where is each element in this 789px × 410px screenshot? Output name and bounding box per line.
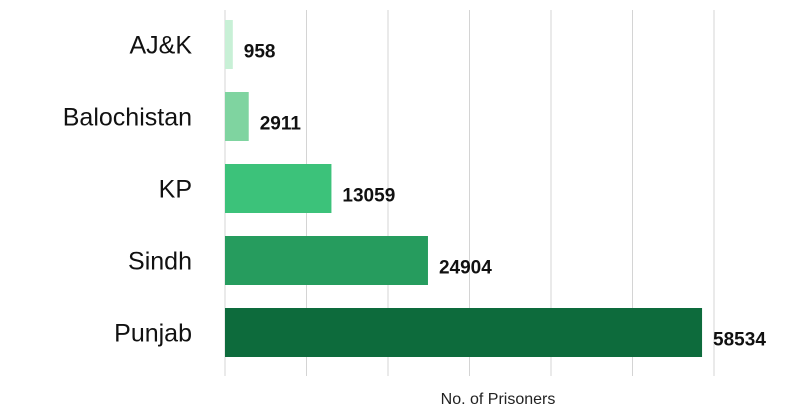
value-label: 24904 bbox=[439, 258, 492, 279]
category-label: AJ&K bbox=[129, 32, 192, 60]
value-label: 13059 bbox=[342, 186, 395, 207]
x-axis-title: No. of Prisoners bbox=[441, 391, 556, 408]
gridlines bbox=[224, 10, 715, 376]
value-label: 2911 bbox=[260, 114, 302, 135]
bar-kp bbox=[225, 164, 332, 213]
value-labels: 958 2911 13059 24904 58534 bbox=[244, 42, 767, 351]
value-label: 958 bbox=[244, 42, 276, 63]
category-labels: AJ&K Balochistan KP Sindh Punjab bbox=[63, 32, 193, 348]
bar-punjab bbox=[225, 308, 703, 357]
value-label: 58534 bbox=[713, 330, 766, 351]
bar-balochistan bbox=[225, 92, 249, 141]
category-label: KP bbox=[159, 176, 192, 204]
bar-aj-k bbox=[225, 20, 233, 69]
category-label: Balochistan bbox=[63, 104, 192, 132]
category-label: Sindh bbox=[128, 248, 192, 276]
bar-sindh bbox=[225, 236, 428, 285]
bars bbox=[225, 20, 703, 357]
category-label: Punjab bbox=[114, 320, 192, 348]
